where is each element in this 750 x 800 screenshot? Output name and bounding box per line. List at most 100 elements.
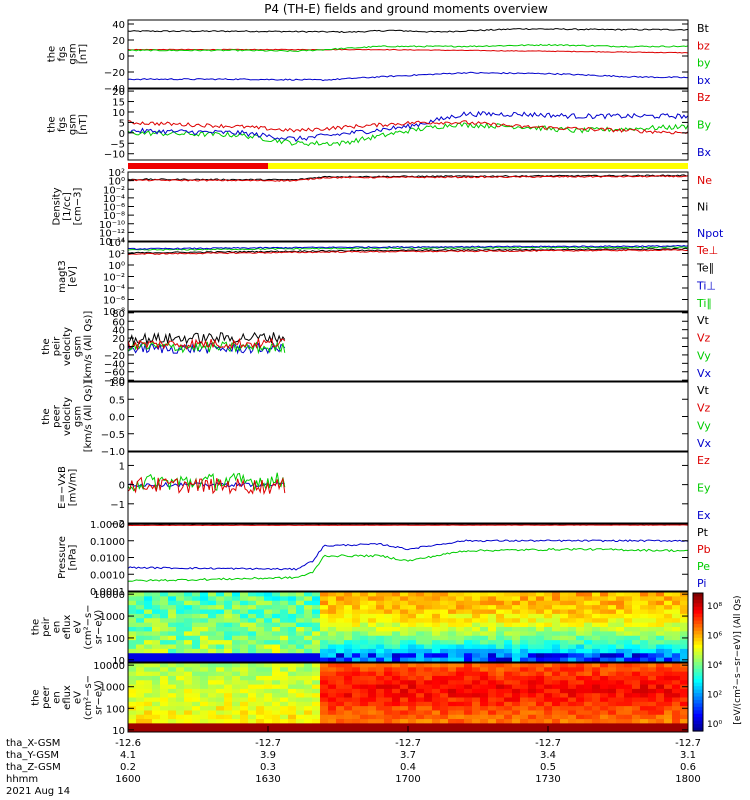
- spectrogram-cell: [200, 635, 209, 641]
- legend-entry: Ne: [697, 174, 712, 187]
- y-axis-label: gsm: [67, 43, 78, 64]
- spectrogram-cell: [128, 693, 137, 698]
- spectrogram-cell: [264, 688, 273, 694]
- spectrogram-cell: [336, 688, 345, 694]
- spectrogram-cell: [408, 657, 417, 663]
- spectrogram-cell: [640, 600, 649, 606]
- spectrogram-cell: [552, 631, 561, 637]
- spectrogram-cell: [576, 613, 585, 619]
- y-tick-label: 100: [106, 704, 125, 715]
- spectrogram-cell: [224, 710, 233, 716]
- spectrogram-cell: [136, 671, 145, 677]
- spectrogram-cell: [600, 675, 609, 681]
- spectrogram-cell: [680, 627, 689, 632]
- spectrogram-cell: [296, 663, 305, 668]
- spectrogram-cell: [176, 622, 185, 628]
- spectrogram-cell: [136, 613, 145, 619]
- spectrogram-cell: [208, 618, 217, 624]
- spectrogram-cell: [448, 596, 457, 602]
- colorbar-cell: [693, 634, 703, 639]
- spectrogram-cell: [352, 648, 361, 654]
- spectrogram-cell: [632, 723, 641, 729]
- spectrogram-cell: [368, 723, 377, 729]
- spectrogram-cell: [544, 701, 553, 707]
- spectrogram-cell: [240, 600, 249, 606]
- spectrogram-cell: [280, 667, 289, 673]
- spectrogram-cell: [352, 609, 361, 615]
- spectrogram-cell: [224, 684, 233, 690]
- spectrogram-cell: [520, 675, 529, 681]
- spectrogram-cell: [296, 710, 305, 716]
- spectrogram-cell: [624, 723, 633, 729]
- spectrogram-cell: [616, 609, 625, 615]
- spectrogram-cell: [224, 667, 233, 673]
- spectrogram-cell: [128, 697, 137, 703]
- y-tick-label: 10⁻⁸: [103, 211, 125, 222]
- spectrogram-cell: [656, 680, 665, 686]
- spectrogram-cell: [584, 706, 593, 711]
- spectrogram-cell: [384, 644, 393, 650]
- spectrogram-cell: [328, 693, 337, 698]
- spectrogram-cell: [672, 671, 681, 677]
- spectrogram-cell: [648, 627, 657, 632]
- spectrogram-cell: [296, 657, 305, 663]
- spectrogram-cell: [664, 671, 673, 677]
- spectrogram-cell: [592, 714, 601, 720]
- spectrogram-cell: [248, 671, 257, 677]
- spectrogram-cell: [536, 684, 545, 690]
- spectrogram-cell: [584, 635, 593, 641]
- spectrogram-cell: [488, 609, 497, 615]
- spectrogram-cell: [288, 706, 297, 711]
- colorbar-cell: [693, 641, 703, 646]
- spectrogram-cell: [528, 653, 537, 659]
- spectrogram-cell: [344, 706, 353, 711]
- spectrogram-cell: [568, 663, 577, 668]
- spectrogram-cell: [496, 657, 505, 663]
- spectrogram-cell: [224, 644, 233, 650]
- y-tick-label: 10⁴: [108, 238, 125, 249]
- spectrogram-cell: [528, 644, 537, 650]
- spectrogram-cell: [520, 635, 529, 641]
- spectrogram-cell: [504, 631, 513, 637]
- spectrogram-cell: [552, 706, 561, 711]
- spectrogram-cell: [552, 727, 561, 733]
- spectrogram-cell: [328, 609, 337, 615]
- spectrogram-cell: [504, 701, 513, 707]
- spectrogram-cell: [576, 684, 585, 690]
- spectrogram-cell: [344, 671, 353, 677]
- spectrogram-cell: [624, 648, 633, 654]
- spectrogram-cell: [344, 613, 353, 619]
- spectrogram-cell: [496, 622, 505, 628]
- spectrogram-cell: [272, 671, 281, 677]
- spectrogram-cell: [152, 723, 161, 729]
- spectrogram-cell: [488, 618, 497, 624]
- spectrogram-cell: [128, 648, 137, 654]
- spectrogram-cell: [616, 644, 625, 650]
- spectrogram-cell: [528, 631, 537, 637]
- spectrogram-cell: [432, 600, 441, 606]
- spectrogram-cell: [176, 675, 185, 681]
- spectrogram-cell: [456, 613, 465, 619]
- spectrogram-cell: [488, 684, 497, 690]
- spectrogram-cell: [184, 719, 193, 724]
- spectrogram-cell: [512, 618, 521, 624]
- spectrogram-cell: [320, 684, 329, 690]
- spectrogram-cell: [440, 640, 449, 646]
- spectrogram-cell: [680, 596, 689, 602]
- spectrogram-cell: [416, 622, 425, 628]
- spectrogram-cell: [176, 596, 185, 602]
- spectrogram-cell: [408, 640, 417, 646]
- spectrogram-cell: [416, 680, 425, 686]
- spectrogram-cell: [368, 727, 377, 733]
- spectrogram-cell: [288, 609, 297, 615]
- spectrogram-cell: [576, 675, 585, 681]
- spectrogram-cell: [216, 675, 225, 681]
- x-axis: thа_X-GSM-12.6-12.7-12.7-12.7-12.7-12.7t…: [6, 726, 701, 797]
- colorbar-cell: [693, 624, 703, 629]
- spectrogram-cell: [664, 667, 673, 673]
- spectrogram-cell: [152, 648, 161, 654]
- spectrogram-cell: [200, 653, 209, 659]
- spectrogram-cell: [528, 640, 537, 646]
- spectrogram-cell: [368, 640, 377, 646]
- spectrogram-cell: [624, 684, 633, 690]
